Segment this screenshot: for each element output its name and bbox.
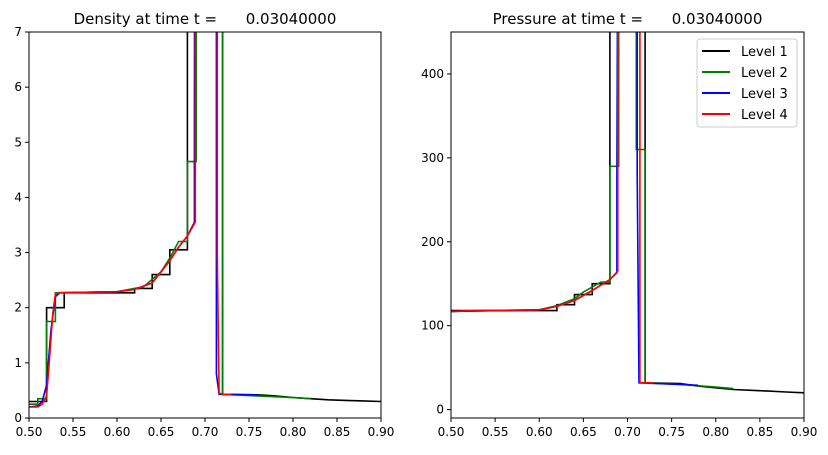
series-line-level-2: [451, 32, 734, 390]
series-line-level-1: [451, 32, 804, 394]
y-tick-label: 0: [14, 411, 22, 425]
series-line-level-4: [451, 32, 654, 384]
y-tick-label: 200: [421, 235, 444, 249]
legend: Level 1 Level 2 Level 3 Level 4: [696, 38, 798, 128]
legend-label: Level 3: [741, 87, 788, 102]
x-tick-label: 0.70: [192, 425, 219, 439]
y-tick-label: 300: [421, 151, 444, 165]
x-tick-label: 0.90: [791, 425, 818, 439]
series-line-level-3: [29, 32, 258, 408]
x-tick-label: 0.85: [747, 425, 774, 439]
x-tick-label: 0.65: [570, 425, 597, 439]
x-tick-label: 0.75: [658, 425, 685, 439]
y-tick-label: 3: [14, 246, 22, 260]
series-line-level-3: [451, 32, 699, 387]
axes-1: Density at time t = 0.03040000 0.50 0.55 0.…: [14, 10, 395, 439]
legend-label: Level 4: [741, 108, 788, 123]
x-tick-label: 0.55: [482, 425, 509, 439]
x-tick-label: 0.80: [702, 425, 729, 439]
y-tick-label: 6: [14, 80, 22, 94]
x-tick-label: 0.60: [526, 425, 553, 439]
y-tick-label: 400: [421, 67, 444, 81]
y-tick-label: 7: [14, 25, 22, 39]
x-tick-label: 0.65: [148, 425, 175, 439]
legend-frame: [696, 38, 798, 128]
y-tick-label: 4: [14, 190, 22, 204]
x-tick-label: 0.75: [236, 425, 263, 439]
axes-2: Pressure at time t = 0.03040000 0.50 0.55 0…: [421, 10, 818, 439]
series-line-level-1: [29, 32, 381, 403]
x-tick-label: 0.80: [280, 425, 307, 439]
series-line-level-4: [29, 32, 232, 408]
y-tick-label: 1: [14, 356, 22, 370]
axes-frame: [28, 31, 382, 419]
x-tick-label: 0.50: [16, 425, 43, 439]
series-line-level-2: [29, 32, 311, 406]
x-tick-label: 0.85: [324, 425, 351, 439]
x-tick-label: 0.90: [368, 425, 395, 439]
chart-title: Density at time t = 0.03040000: [74, 10, 337, 28]
x-tick-label: 0.50: [438, 425, 465, 439]
x-tick-label: 0.55: [60, 425, 87, 439]
y-tick-label: 100: [421, 319, 444, 333]
y-tick-label: 0: [436, 403, 444, 417]
legend-label: Level 2: [741, 66, 788, 81]
x-tick-label: 0.60: [104, 425, 131, 439]
chart-title: Pressure at time t = 0.03040000: [493, 10, 763, 28]
y-tick-label: 5: [14, 135, 22, 149]
y-tick-label: 2: [14, 301, 22, 315]
legend-label: Level 1: [741, 45, 788, 60]
x-tick-label: 0.70: [614, 425, 641, 439]
